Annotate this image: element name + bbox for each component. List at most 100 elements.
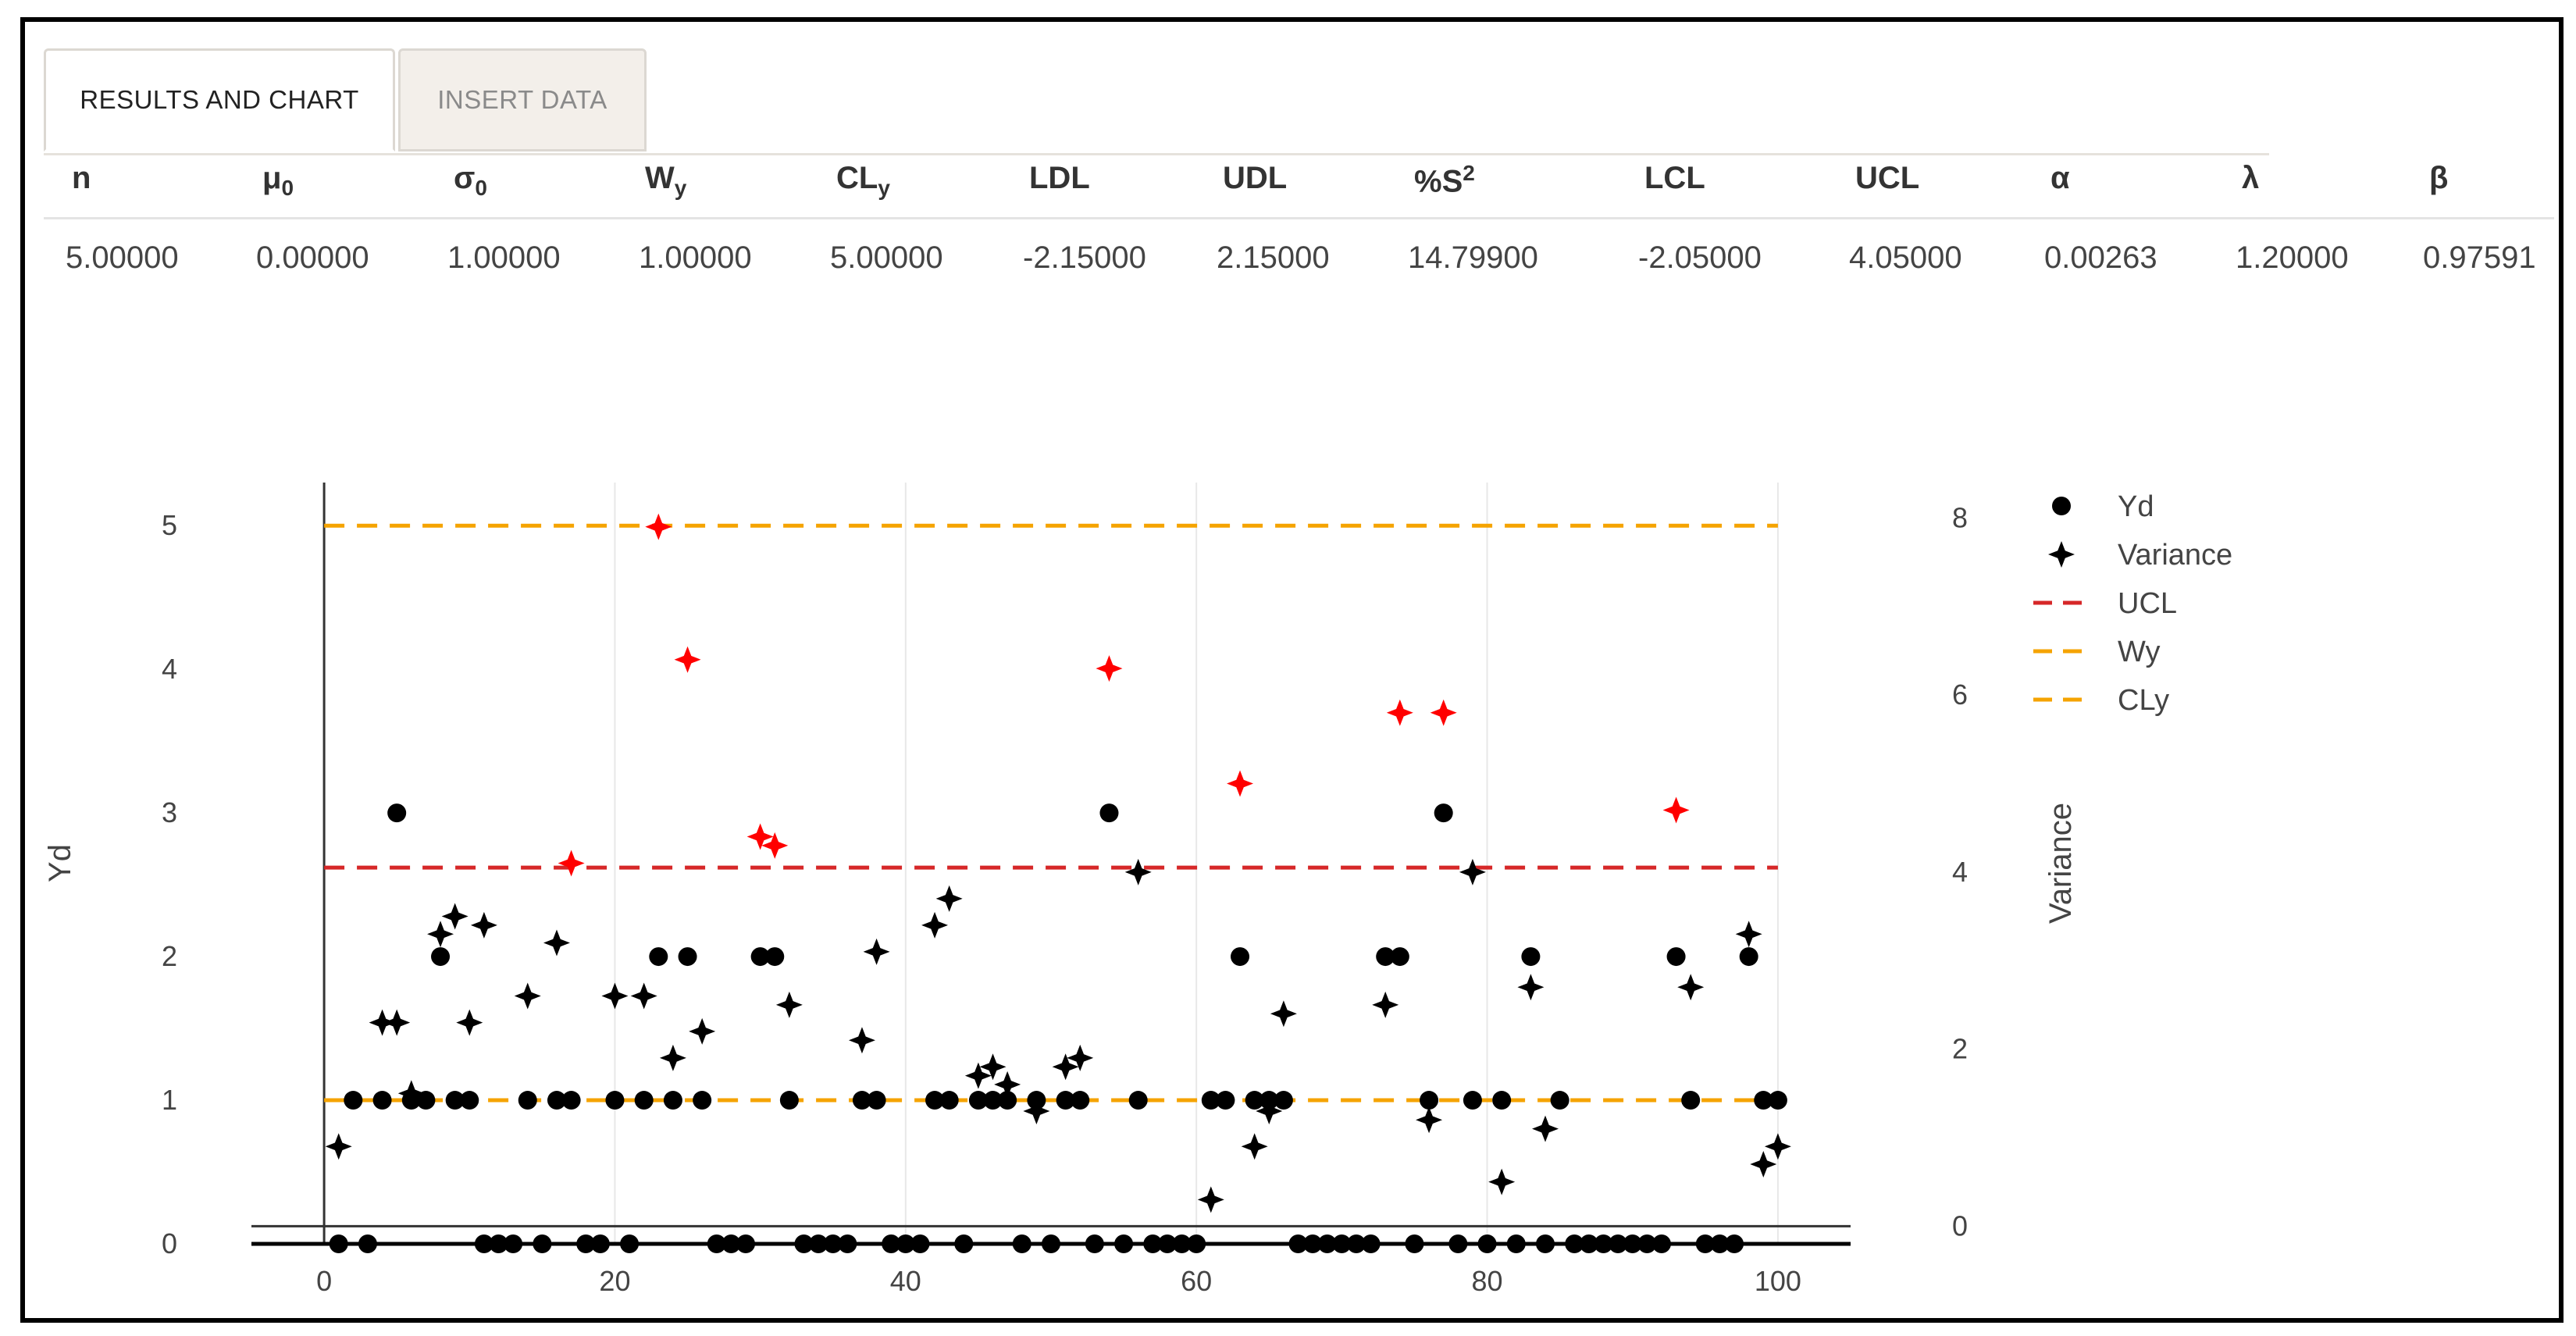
yd-point [1594, 1234, 1613, 1253]
yd-point [1681, 1091, 1701, 1110]
yd-point [1216, 1091, 1235, 1110]
param-value: -2.05000 [1638, 240, 1762, 275]
tab-results-and-chart[interactable]: RESULTS AND CHART [44, 48, 395, 151]
param-header-symbol: %S [1414, 164, 1463, 199]
param-value: 5.00000 [66, 240, 179, 275]
yd-point [1085, 1234, 1104, 1253]
param-header: σ0 [454, 161, 487, 201]
variance-point [601, 982, 629, 1010]
yd-point [1071, 1091, 1090, 1110]
legend-label: CLy [2118, 684, 2169, 717]
yd-point [1231, 947, 1250, 967]
yd-point [1012, 1234, 1031, 1253]
param-header-symbol: W [645, 161, 675, 195]
param-header: λ [2242, 161, 2259, 196]
param-header: CLy [836, 161, 890, 201]
yd-point [968, 1091, 988, 1110]
yd-point [1303, 1234, 1323, 1253]
yd-point [823, 1234, 843, 1253]
y2-tick-label: 4 [1952, 856, 1968, 888]
yd-point [1492, 1091, 1512, 1110]
param-value: 14.79900 [1408, 240, 1538, 275]
variance-point-out-of-control [558, 850, 585, 877]
yd-point [721, 1234, 741, 1253]
variance-point-out-of-control [1386, 699, 1413, 726]
yd-point [460, 1091, 479, 1110]
variance-point-out-of-control [1662, 796, 1690, 824]
yd-point [1637, 1234, 1657, 1253]
variance-point [964, 1062, 992, 1089]
param-header-symbol: α [2050, 161, 2070, 195]
variance-point-out-of-control [746, 823, 774, 850]
variance-point [1124, 858, 1152, 885]
param-value: 1.00000 [639, 240, 752, 275]
param-header: β [2429, 161, 2448, 196]
yd-point [693, 1091, 712, 1110]
param-header-subscript: 0 [475, 176, 487, 200]
yd-point [983, 1091, 1003, 1110]
y2-tick-label: 6 [1952, 679, 1968, 711]
variance-point [1750, 1150, 1777, 1177]
variance-point [935, 885, 963, 912]
yd-point [344, 1091, 363, 1110]
variance-point [441, 903, 469, 930]
variance-point [514, 982, 541, 1010]
yd-point [794, 1234, 814, 1253]
y2-axis-title: Variance [2043, 803, 2078, 924]
param-header-symbol: CL [836, 161, 878, 195]
yd-point [765, 947, 785, 967]
param-header-symbol: σ [454, 161, 476, 195]
yd-point [489, 1234, 508, 1253]
variance-point-out-of-control [645, 513, 672, 540]
yd-point [590, 1234, 610, 1253]
variance-point [1459, 858, 1486, 885]
param-header-symbol: UCL [1855, 161, 1920, 195]
variance-point [994, 1071, 1021, 1098]
yd-point [1056, 1091, 1075, 1110]
param-header-symbol: LDL [1029, 161, 1090, 195]
yd-point [896, 1234, 915, 1253]
variance-point [1488, 1168, 1516, 1195]
param-header: Wy [645, 161, 686, 201]
yd-point [474, 1234, 493, 1253]
yd-point [1434, 803, 1453, 823]
param-value: 0.00263 [2044, 240, 2157, 275]
yd-point [547, 1091, 566, 1110]
yd-point [1128, 1091, 1148, 1110]
parameter-table: n μ0 σ0 Wy CLy LDL UDL %S2 LCL UCL α λ β 5.00000 0.00… [44, 153, 2554, 275]
yd-point [678, 947, 697, 967]
y2-tick-label: 0 [1952, 1210, 1968, 1242]
x-tick-label: 0 [316, 1265, 332, 1297]
yd-point [416, 1091, 436, 1110]
yd-point [1448, 1234, 1468, 1253]
yd-point [707, 1234, 726, 1253]
variance-point [397, 1080, 425, 1107]
yd-point [867, 1091, 886, 1110]
yd-point [1390, 947, 1409, 967]
yd-point [1187, 1234, 1206, 1253]
yd-point [372, 1091, 392, 1110]
param-header: %S2 [1414, 161, 1475, 199]
variance-point [775, 991, 803, 1018]
parameter-header-row: n μ0 σ0 Wy CLy LDL UDL %S2 LCL UCL α λ β [44, 153, 2554, 219]
variance-point [383, 1009, 411, 1036]
param-value: 2.15000 [1217, 240, 1330, 275]
yd-point [1463, 1091, 1482, 1110]
y2-tick-label: 8 [1952, 501, 1968, 533]
x-tick-label: 20 [599, 1265, 630, 1297]
yd-point [1739, 947, 1758, 967]
yd-point [1143, 1234, 1163, 1253]
yd-point [1172, 1234, 1192, 1253]
yd-point [736, 1234, 756, 1253]
y-tick-label: 5 [162, 509, 177, 541]
variance-point [1532, 1115, 1559, 1142]
variance-point [369, 1009, 396, 1036]
legend-label: UCL [2118, 587, 2177, 620]
yd-point [387, 803, 407, 823]
tab-insert-data[interactable]: INSERT DATA [398, 48, 647, 151]
yd-point [445, 1091, 465, 1110]
legend-label: Variance [2118, 539, 2232, 572]
variance-point [630, 982, 657, 1010]
yd-point [1274, 1091, 1293, 1110]
legend-item: UCL [2033, 587, 2177, 620]
